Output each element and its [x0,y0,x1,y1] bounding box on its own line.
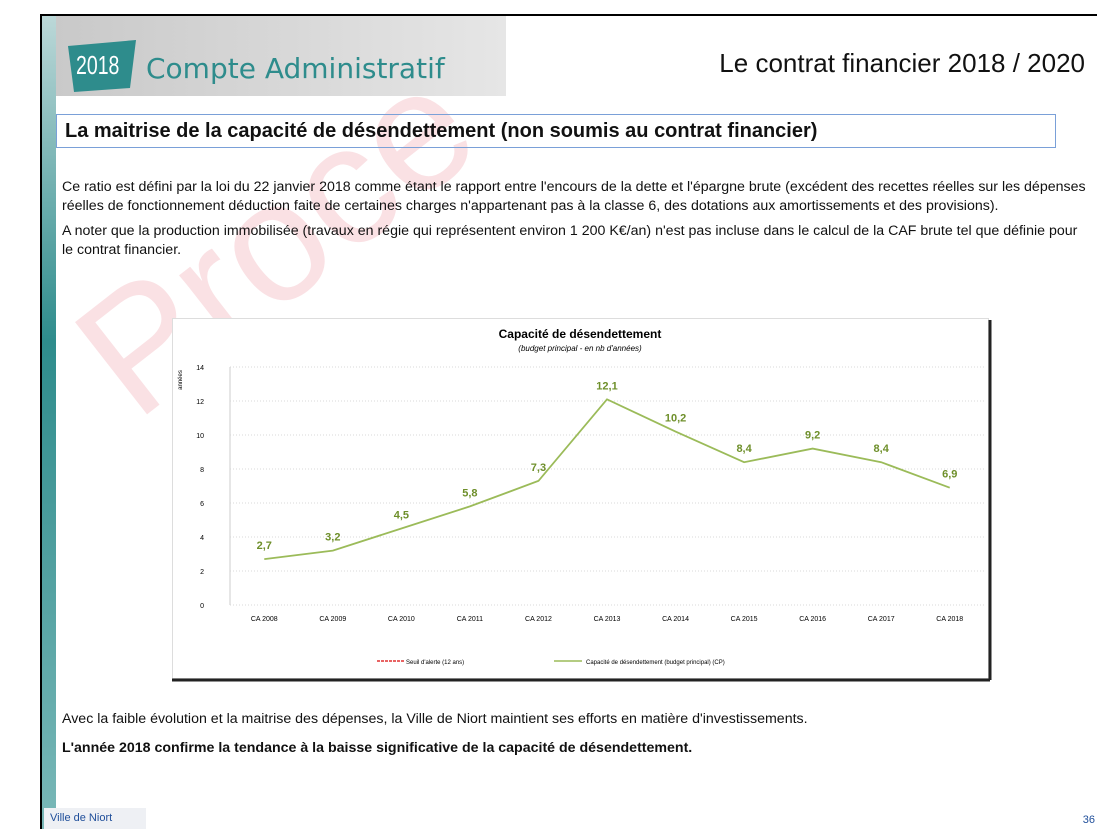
data-label: 12,1 [596,380,617,392]
data-label: 3,2 [325,532,340,544]
x-tick-label: CA 2012 [525,616,552,623]
top-border [40,14,1097,16]
legend-label: Capacité de désendettement (budget princ… [586,660,725,666]
y-tick-label: 14 [196,365,204,372]
x-tick-label: CA 2010 [388,616,415,623]
chart-frame [172,318,989,679]
header-title: Compte Administratif [146,52,445,85]
data-label: 7,3 [531,462,546,474]
body-text: Ce ratio est défini par la loi du 22 jan… [62,178,1088,260]
x-tick-label: CA 2017 [868,616,895,623]
badge: 2018 [76,50,120,80]
paragraph: A noter que la production immobilisée (t… [62,223,1078,258]
chart-subtitle: (budget principal - en nb d'années) [518,344,642,353]
page-number: 36 [1082,814,1095,826]
data-label: 4,5 [394,510,409,522]
data-label: 8,4 [874,443,890,455]
y-tick-label: 2 [200,569,204,576]
y-tick-label: 4 [200,535,204,542]
chart: Capacité de désendettement (budget princ… [172,318,992,682]
data-label: 9,2 [805,430,820,442]
y-tick-label: 6 [200,501,204,508]
y-tick-label: 12 [196,399,204,406]
data-label: 2,7 [257,540,272,552]
legend-label: Seuil d'alerte (12 ans) [406,660,464,666]
line-series [264,398,951,560]
y-tick-label: 10 [196,433,204,440]
data-label: 10,2 [665,413,686,425]
x-tick-label: CA 2014 [662,616,689,623]
x-tick-label: CA 2011 [457,616,483,623]
left-border [40,14,42,829]
side-strip [42,16,56,829]
x-tick-label: CA 2008 [251,616,278,623]
footer-left: Ville de Niort [44,808,146,829]
paragraph: Ce ratio est défini par la loi du 22 jan… [62,179,1086,214]
x-tick-label: CA 2016 [799,616,826,623]
right-title: Le contrat financier 2018 / 2020 [719,48,1085,78]
x-tick-label: CA 2018 [936,616,963,623]
data-label: 5,8 [462,487,477,499]
y-axis-label: années [178,370,184,390]
badge-shape [68,40,136,92]
conclusion-bold: L'année 2018 confirme la tendance à la b… [62,740,693,756]
chart-title: Capacité de désendettement [499,327,662,341]
conclusion: Avec la faible évolution et la maitrise … [62,711,808,727]
x-tick-label: CA 2013 [594,616,621,623]
data-label: 6,9 [942,469,957,481]
section-title: La maitrise de la capacité de désendette… [56,114,1056,148]
y-tick-label: 8 [200,467,204,474]
x-tick-label: CA 2015 [731,616,758,623]
y-tick-label: 0 [200,603,204,610]
data-label: 8,4 [736,443,752,455]
x-tick-label: CA 2009 [319,616,346,623]
